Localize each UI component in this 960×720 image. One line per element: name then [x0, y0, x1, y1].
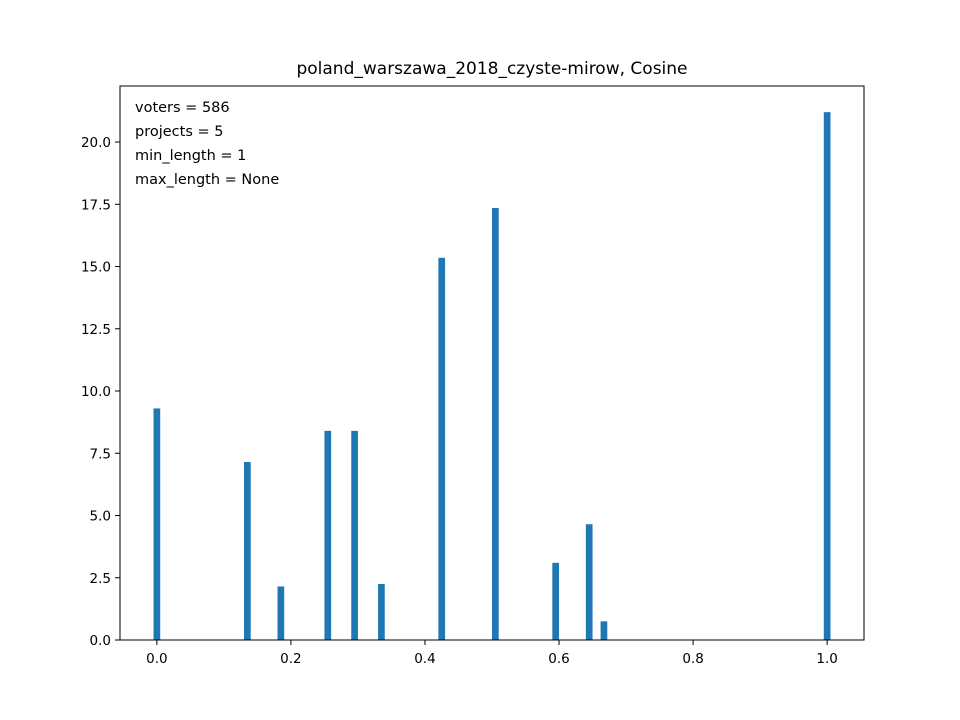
bar-2: [277, 586, 285, 640]
bar-10: [600, 621, 608, 640]
y-tick-label: 7.5: [90, 446, 111, 462]
bar-9: [585, 524, 593, 640]
x-tick-label: 0.6: [548, 651, 569, 667]
annotation-box: voters = 586 projects = 5 min_length = 1 ma…: [135, 100, 279, 188]
y-tick-label: 15.0: [81, 260, 111, 276]
annotation-line: voters = 586: [135, 100, 230, 116]
bar-6: [438, 257, 446, 640]
x-tick-label: 0.8: [682, 651, 703, 667]
bar-5: [378, 583, 385, 640]
plot-frame: [119, 85, 865, 641]
y-tick-label: 0.0: [90, 633, 111, 649]
bar-11: [823, 112, 831, 641]
annotation-line: projects = 5: [135, 124, 223, 140]
x-tick-label: 0.4: [414, 651, 435, 667]
bar-7: [492, 208, 499, 640]
y-tick-label: 5.0: [90, 509, 111, 525]
y-axis: 0.0 2.5 5.0 7.5 10.0 12.5 15.0 17.5 20.0: [81, 135, 120, 649]
annotation-line: min_length = 1: [135, 148, 246, 164]
x-axis: 0.0 0.2 0.4 0.6 0.8 1.0: [146, 640, 838, 667]
bar-3: [324, 430, 332, 640]
x-tick-label: 1.0: [816, 651, 837, 667]
bar-4: [351, 430, 358, 640]
x-tick-label: 0.0: [146, 651, 167, 667]
chart-title: poland_warszawa_2018_czyste-mirow, Cosin…: [296, 59, 687, 79]
y-tick-label: 10.0: [81, 384, 111, 400]
bar-group: [153, 112, 831, 641]
y-tick-label: 17.5: [81, 197, 111, 213]
y-tick-label: 2.5: [90, 571, 111, 587]
bar-8: [552, 562, 560, 640]
bar-1: [244, 461, 251, 640]
x-tick-label: 0.2: [280, 651, 301, 667]
y-tick-label: 12.5: [81, 322, 111, 338]
y-tick-label: 20.0: [81, 135, 111, 151]
bar-0: [153, 408, 161, 640]
annotation-line: max_length = None: [135, 172, 279, 188]
